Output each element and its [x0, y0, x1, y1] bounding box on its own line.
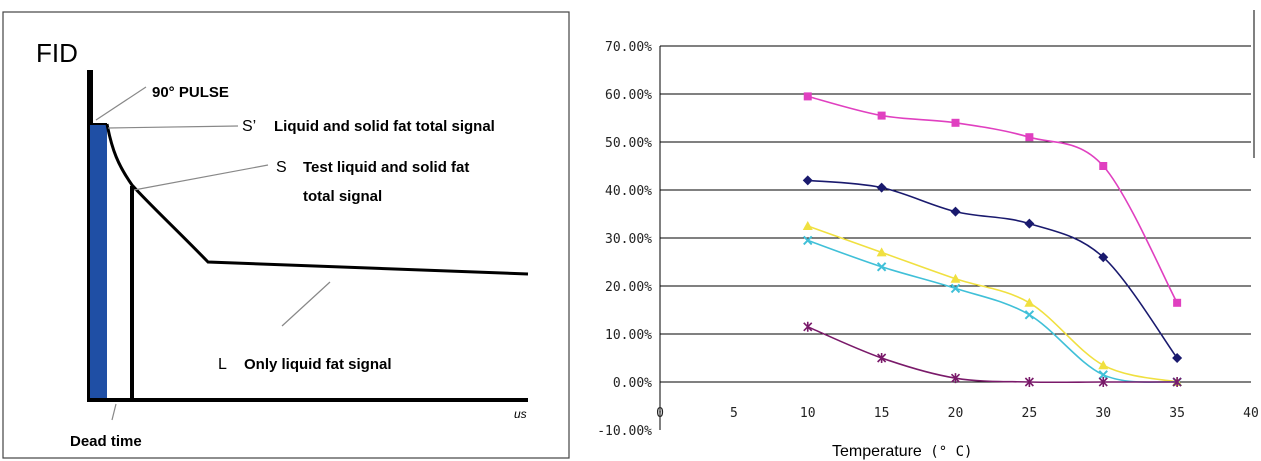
- dead-time-label: Dead time: [70, 433, 142, 450]
- data-point: [877, 111, 886, 120]
- data-point: [876, 182, 887, 193]
- y-tick-label: 40.00%: [605, 184, 652, 199]
- l-leader: [281, 281, 331, 327]
- series-line: [807, 239, 1178, 383]
- data-point: [1025, 133, 1034, 142]
- data-point: [951, 118, 960, 127]
- data-point: [1024, 310, 1035, 320]
- s-letter: S: [276, 159, 287, 176]
- data-point: [950, 283, 961, 294]
- line-chart: 70.00%60.00%50.00%40.00%30.00%20.00%10.0…: [597, 10, 1259, 460]
- x-axis-unit: (° C): [930, 444, 972, 460]
- s-leader: [133, 164, 269, 191]
- x-unit-label: us: [514, 407, 527, 421]
- x-axis-title: Temperature (° C): [832, 443, 972, 460]
- s-prime-text: Liquid and solid fat total signal: [274, 118, 495, 135]
- series-line: [807, 225, 1178, 383]
- fid-decay-curve: [105, 123, 529, 276]
- series-layer: [802, 92, 1183, 387]
- l-text: Only liquid fat signal: [244, 356, 392, 373]
- data-point: [803, 235, 813, 246]
- y-tick-labels: 70.00% 60.00% 50.00% 40.00% 30.00% 20.00% 10.0…: [597, 40, 652, 439]
- y-tick-label: -10.00%: [597, 424, 652, 439]
- data-point: [1099, 162, 1108, 170]
- fid-title: FID: [36, 38, 78, 68]
- data-point: [1024, 218, 1035, 229]
- y-tick-label: 50.00%: [605, 136, 652, 151]
- y-tick-label: 20.00%: [605, 280, 652, 295]
- data-point: [1098, 377, 1108, 387]
- data-point: [802, 175, 813, 186]
- s-prime-letter: S’: [242, 118, 256, 135]
- y-tick-label: 70.00%: [605, 40, 652, 55]
- data-point: [1098, 360, 1109, 370]
- x-tick-label: 35: [1169, 406, 1185, 421]
- data-point: [1024, 377, 1034, 387]
- s-prime-leader: [107, 125, 239, 129]
- x-tick-label: 10: [800, 406, 816, 421]
- x-tick-labels: 0 5 10 15 20 25 30 35 40: [656, 406, 1259, 421]
- x-axis-title-text: Temperature: [832, 443, 922, 460]
- data-point: [1172, 353, 1183, 363]
- x-tick-label: 20: [948, 406, 964, 421]
- data-point: [876, 247, 887, 257]
- data-point: [950, 273, 961, 283]
- dead-time-bar: [90, 124, 107, 398]
- y-tick-label: 10.00%: [605, 328, 652, 343]
- data-point: [950, 373, 961, 384]
- l-letter: L: [218, 356, 227, 373]
- x-tick-label: 0: [656, 406, 664, 421]
- data-point: [803, 321, 813, 332]
- data-point: [1172, 377, 1182, 387]
- series-line: [807, 326, 1178, 384]
- x-tick-label: 40: [1243, 406, 1259, 421]
- data-point: [1098, 370, 1108, 380]
- x-tick-label: 25: [1022, 406, 1038, 421]
- s-text-line2: total signal: [303, 188, 382, 205]
- data-point: [877, 353, 887, 363]
- y-tick-label: 0.00%: [613, 376, 652, 391]
- data-point: [1024, 297, 1035, 307]
- pulse-label: 90° PULSE: [152, 84, 229, 101]
- data-point: [803, 92, 812, 101]
- x-tick-label: 15: [874, 406, 890, 421]
- data-point: [802, 221, 813, 230]
- s-text-line1: Test liquid and solid fat: [303, 159, 469, 176]
- fid-diagram: FID 90° PULSE S’ Liquid and solid fat to…: [2, 11, 570, 459]
- data-point: [950, 206, 961, 217]
- dead-time-leader: [111, 403, 117, 421]
- x-tick-label: 30: [1095, 406, 1111, 421]
- pulse-leader: [95, 86, 147, 121]
- x-tick-label: 5: [730, 406, 738, 421]
- data-point: [1173, 298, 1182, 307]
- y-tick-label: 60.00%: [605, 88, 652, 103]
- data-point: [876, 262, 887, 272]
- y-tick-label: 30.00%: [605, 232, 652, 247]
- data-point: [1098, 252, 1109, 263]
